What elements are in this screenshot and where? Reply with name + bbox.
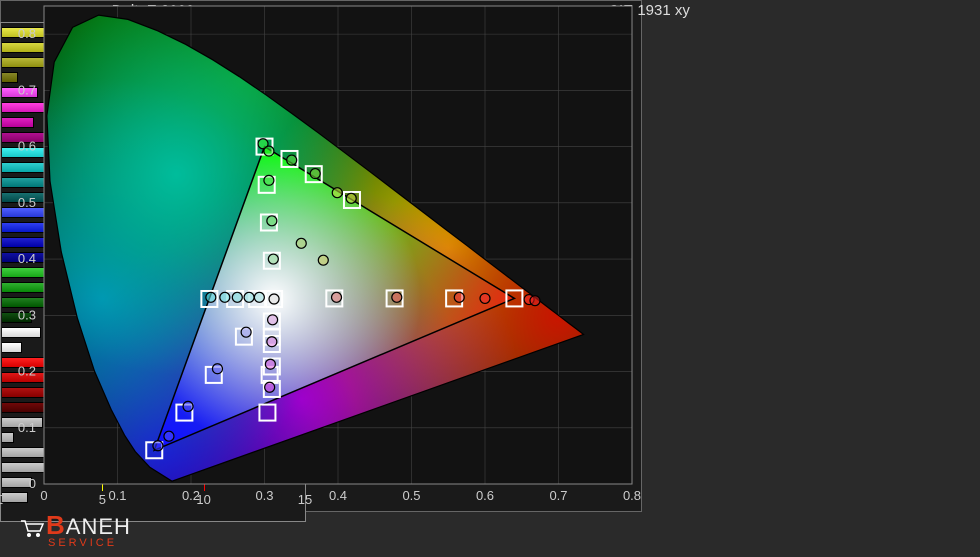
cie-measured-marker [265,359,275,369]
cie-measured-marker [241,327,251,337]
logo-main: ANEH [66,514,131,539]
cart-icon [20,518,46,538]
cie-measured-marker [206,292,216,302]
cie-x-tick: 0.2 [182,488,200,503]
cie-panel: 0 0.1 0.2 0.3 0.4 0.5 0.6 0.7 0.8 0 0.1 0.2 0.3 0.4 0.… [0,0,642,512]
cie-x-tick: 0.8 [623,488,641,503]
cie-x-tick: 0.1 [108,488,126,503]
cie-y-tick: 0.7 [18,82,36,97]
cie-x-tick: 0.6 [476,488,494,503]
cie-y-tick: 0.1 [18,420,36,435]
cie-y-tick: 0.4 [18,251,36,266]
cie-measured-marker [346,193,356,203]
cie-measured-marker [254,292,264,302]
cie-measured-marker [480,293,490,303]
cie-measured-marker [530,296,540,306]
cie-x-tick: 0.4 [329,488,347,503]
cie-measured-marker [264,146,274,156]
cie-measured-marker [268,315,278,325]
cie-measured-marker [268,254,278,264]
cie-y-tick: 0.5 [18,195,36,210]
cie-measured-marker [310,169,320,179]
cie-measured-marker [153,441,163,451]
cie-y-tick: 0.2 [18,364,36,379]
cie-y-tick: 0.6 [18,139,36,154]
cie-measured-marker [296,238,306,248]
cie-measured-marker [265,382,275,392]
cie-measured-marker [267,337,277,347]
cie-measured-marker [287,155,297,165]
cie-measured-marker [232,292,242,302]
cie-measured-marker [332,188,342,198]
logo: BANEH SERVICE [20,510,131,549]
cie-y-tick: 0 [29,476,36,491]
cie-x-tick: 0.3 [255,488,273,503]
cie-measured-marker [264,175,274,185]
cie-chart-svg: 0 0.1 0.2 0.3 0.4 0.5 0.6 0.7 0.8 0 0.1 0.2 0.3 0.4 0.… [0,0,642,512]
cie-y-tick: 0.8 [18,26,36,41]
cie-y-tick: 0.3 [18,307,36,322]
cie-measured-marker [244,292,254,302]
cie-measured-marker [332,292,342,302]
cie-measured-marker [164,431,174,441]
cie-x-tick: 0.7 [549,488,567,503]
logo-letter: B [46,510,66,540]
cie-measured-marker [318,255,328,265]
cie-measured-marker [392,292,402,302]
cie-x-tick: 0.5 [402,488,420,503]
cie-x-tick: 0 [40,488,47,503]
cie-measured-marker [183,401,193,411]
cie-measured-marker [454,292,464,302]
cie-measured-marker [269,294,279,304]
cie-measured-marker [220,292,230,302]
cie-measured-marker [212,364,222,374]
cie-measured-marker [267,216,277,226]
